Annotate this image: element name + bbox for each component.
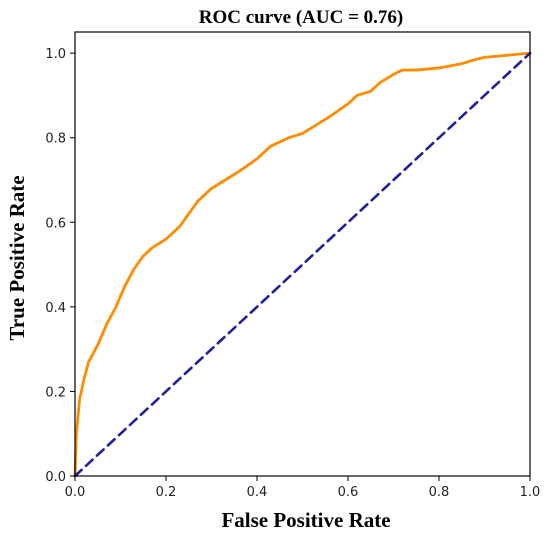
y-axis-label: True Positive Rate [5,175,29,340]
axis-ticks: 0.0 0.2 0.4 0.6 0.8 1.0 0.0 0.2 0.4 0.6 0.8 1.0 [45,47,540,500]
y-tick-label: 0.6 [45,216,66,231]
y-tick-label: 1.0 [45,47,66,62]
roc-curve-line [73,51,532,478]
x-tick-label: 0.2 [156,485,177,500]
y-tick-label: 0.0 [45,470,66,485]
plot-frame [74,31,531,477]
x-axis-label: False Positive Rate [221,508,390,532]
x-tick-label: 1.0 [520,485,541,500]
y-tick-label: 0.2 [45,385,66,400]
x-tick-label: 0.0 [65,485,86,500]
chart-title: ROC curve (AUC = 0.76) [199,7,403,28]
y-tick-label: 0.4 [45,301,66,316]
chance-diagonal-line [73,51,532,478]
y-tick-label: 0.8 [45,132,66,147]
plot-area [73,51,532,478]
x-tick-label: 0.6 [338,485,359,500]
x-tick-label: 0.4 [247,485,268,500]
x-tick-label: 0.8 [429,485,450,500]
